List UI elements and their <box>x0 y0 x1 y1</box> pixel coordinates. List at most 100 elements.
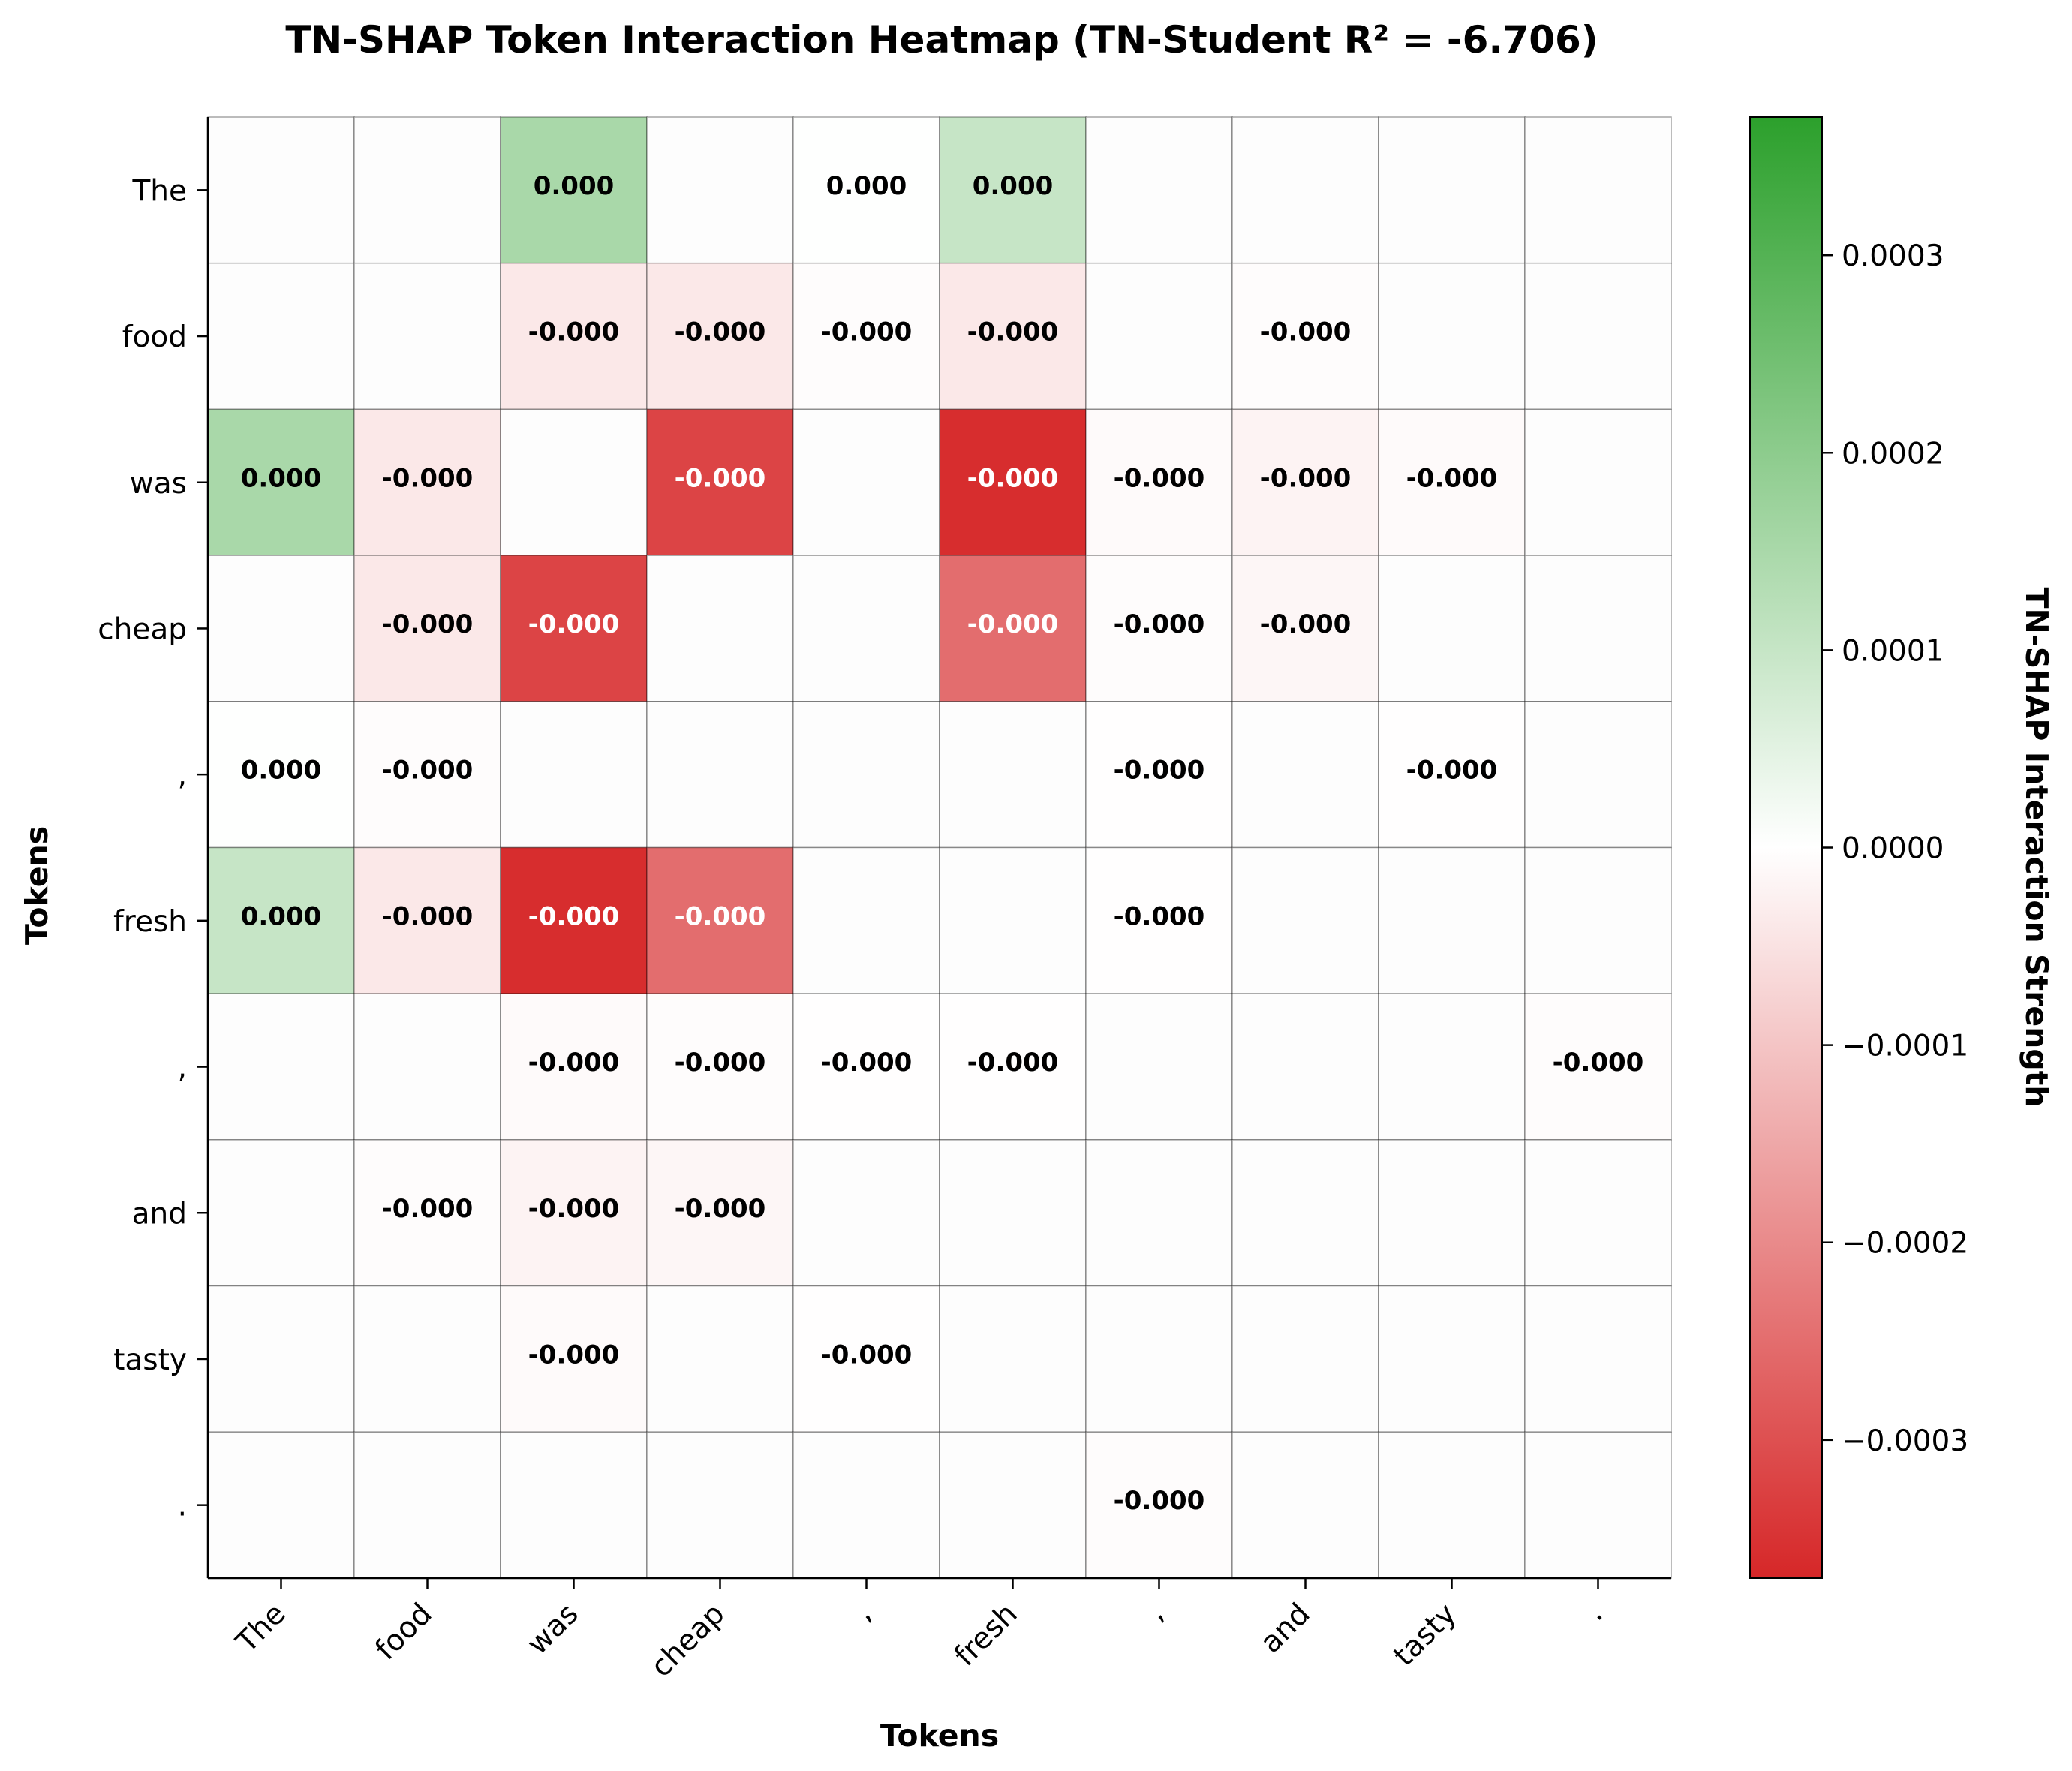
heatmap-cell <box>792 701 940 849</box>
heatmap-cell <box>207 1285 355 1433</box>
x-tick-label: and <box>1254 1597 1317 1660</box>
heatmap-cell <box>500 1431 648 1579</box>
heatmap-cell <box>646 116 794 264</box>
heatmap-cell <box>207 1431 355 1579</box>
heatmap-cell <box>646 846 794 994</box>
heatmap-cell <box>1524 116 1672 264</box>
heatmap-cell <box>939 701 1087 849</box>
cell-value-label: -0.000 <box>1260 609 1352 639</box>
heatmap-cell <box>207 993 355 1141</box>
heatmap-cell <box>1231 1285 1379 1433</box>
cell-value-label: -0.000 <box>1406 756 1498 786</box>
heatmap-cell <box>1524 701 1672 849</box>
heatmap-cell <box>207 555 355 702</box>
heatmap-cell <box>353 116 501 264</box>
heatmap-cell <box>207 701 355 849</box>
cell-value-label: -0.000 <box>821 1340 913 1370</box>
x-tick-label: fresh <box>948 1597 1024 1673</box>
cell-value-label: 0.000 <box>241 901 322 931</box>
heatmap-cell <box>1378 116 1526 264</box>
cell-value-label: -0.000 <box>382 756 474 786</box>
heatmap-cell <box>1378 408 1526 556</box>
heatmap-cell <box>1231 1431 1379 1579</box>
cell-value-label: -0.000 <box>528 1048 620 1078</box>
x-tick-label: tasty <box>1388 1597 1463 1673</box>
heatmap-cell <box>207 262 355 410</box>
heatmap-cell <box>1085 1285 1233 1433</box>
heatmap-cell <box>353 1139 501 1287</box>
x-tick-label: , <box>1140 1597 1171 1628</box>
heatmap-cell <box>1231 116 1379 264</box>
heatmap-cell <box>792 555 940 702</box>
heatmap-cell <box>1231 701 1379 849</box>
cell-value-label: -0.000 <box>382 463 474 493</box>
y-tick-label: tasty <box>113 1343 187 1377</box>
heatmap-cell <box>1085 116 1233 264</box>
heatmap-cell <box>353 555 501 702</box>
heatmap-cell <box>1085 846 1233 994</box>
heatmap-cell <box>646 1285 794 1433</box>
heatmap-cell <box>939 1285 1087 1433</box>
heatmap-cell <box>500 116 648 264</box>
heatmap-cell <box>1378 993 1526 1141</box>
heatmap-cell <box>792 1139 940 1287</box>
heatmap-cell <box>939 1139 1087 1287</box>
heatmap-cell <box>1524 846 1672 994</box>
heatmap-cell <box>646 1139 794 1287</box>
x-tick-label: , <box>847 1597 878 1628</box>
x-tick-label: cheap <box>645 1597 732 1684</box>
heatmap-cell <box>1231 408 1379 556</box>
cell-value-label: -0.000 <box>528 901 620 931</box>
heatmap-cell <box>646 555 794 702</box>
heatmap-cell <box>207 116 355 264</box>
x-tick-label: food <box>369 1597 439 1667</box>
heatmap-cell <box>1378 1285 1526 1433</box>
y-tick-label: was <box>130 467 187 501</box>
cell-labels: 0.000 0.000 0.000 -0.000 -0.000 -0.000 -0.000 -… <box>241 171 1644 1516</box>
heatmap-cell <box>353 1431 501 1579</box>
colorbar-tick-label: 0.0003 <box>1842 239 1944 273</box>
heatmap-cell <box>1524 555 1672 702</box>
heatmap-cells <box>207 116 1672 1579</box>
heatmap-cell <box>207 1139 355 1287</box>
cell-value-label: -0.000 <box>528 609 620 639</box>
heatmap-cell <box>1378 555 1526 702</box>
heatmap-cell <box>1085 1431 1233 1579</box>
heatmap-cell <box>792 1431 940 1579</box>
heatmap-cell <box>1524 1139 1672 1287</box>
heatmap-cell <box>1524 993 1672 1141</box>
heatmap-cell <box>1231 262 1379 410</box>
cell-value-label: -0.000 <box>528 317 620 347</box>
y-tick-label: . <box>178 1490 187 1523</box>
y-tick-label: cheap <box>98 612 187 646</box>
heatmap-cell <box>1085 1139 1233 1287</box>
cell-value-label: 0.000 <box>973 171 1054 201</box>
heatmap-cell <box>353 262 501 410</box>
y-tick-label: , <box>178 759 187 792</box>
cell-value-label: -0.000 <box>1260 317 1352 347</box>
heatmap-cell <box>1378 1139 1526 1287</box>
heatmap-cell <box>1524 1285 1672 1433</box>
heatmap-cell <box>792 116 940 264</box>
cell-value-label: -0.000 <box>967 1048 1059 1078</box>
heatmap-cell <box>792 846 940 994</box>
colorbar-tick-label: 0.0002 <box>1842 437 1944 471</box>
heatmap-cell <box>353 1285 501 1433</box>
heatmap-cell <box>353 701 501 849</box>
heatmap-cell <box>646 701 794 849</box>
y-tick-label: , <box>178 1051 187 1085</box>
cell-value-label: -0.000 <box>675 901 766 931</box>
heatmap-cell <box>1085 408 1233 556</box>
cell-value-label: -0.000 <box>382 1194 474 1224</box>
heatmap-cell <box>646 993 794 1141</box>
heatmap-cell <box>207 846 355 994</box>
y-tick-label: The <box>131 174 187 208</box>
colorbar-tick-label: −0.0002 <box>1842 1227 1968 1261</box>
heatmap-cell <box>500 555 648 702</box>
cell-value-label: -0.000 <box>967 463 1059 493</box>
heatmap-cell <box>500 846 648 994</box>
heatmap-cell <box>792 1285 940 1433</box>
cell-value-label: -0.000 <box>821 317 913 347</box>
colorbar-tick-label: −0.0003 <box>1842 1424 1968 1458</box>
y-axis-label: Tokens <box>19 826 55 945</box>
